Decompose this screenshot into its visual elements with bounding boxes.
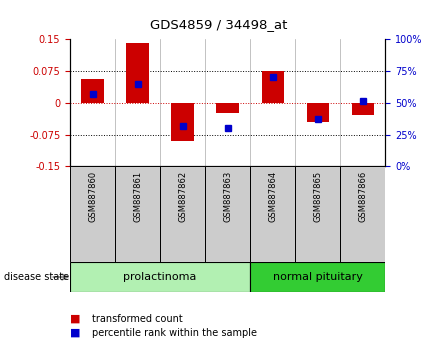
Bar bbox=[261, 71, 284, 103]
Text: GSM887865: GSM887865 bbox=[313, 171, 322, 222]
Text: normal pituitary: normal pituitary bbox=[273, 272, 363, 282]
Text: ■: ■ bbox=[70, 328, 81, 338]
Text: transformed count: transformed count bbox=[92, 314, 183, 324]
Bar bbox=[81, 79, 104, 103]
Bar bbox=[70, 166, 115, 262]
Bar bbox=[70, 262, 250, 292]
Bar bbox=[352, 103, 374, 115]
Bar bbox=[216, 103, 239, 113]
Bar bbox=[115, 166, 160, 262]
Bar bbox=[295, 166, 340, 262]
Text: GDS4859 / 34498_at: GDS4859 / 34498_at bbox=[150, 18, 288, 31]
Bar bbox=[205, 166, 250, 262]
Text: percentile rank within the sample: percentile rank within the sample bbox=[92, 328, 257, 338]
Bar bbox=[160, 166, 205, 262]
Text: GSM887864: GSM887864 bbox=[268, 171, 277, 222]
Text: GSM887862: GSM887862 bbox=[178, 171, 187, 222]
Bar bbox=[171, 103, 194, 141]
Bar bbox=[250, 166, 295, 262]
Text: disease state: disease state bbox=[4, 272, 70, 282]
Text: GSM887861: GSM887861 bbox=[133, 171, 142, 222]
Text: prolactinoma: prolactinoma bbox=[124, 272, 197, 282]
Text: GSM887860: GSM887860 bbox=[88, 171, 97, 222]
Text: GSM887863: GSM887863 bbox=[223, 171, 232, 222]
Bar bbox=[250, 262, 385, 292]
Text: GSM887866: GSM887866 bbox=[358, 171, 367, 222]
Bar bbox=[307, 103, 329, 122]
Bar bbox=[340, 166, 385, 262]
Text: ■: ■ bbox=[70, 314, 81, 324]
Bar bbox=[127, 43, 149, 103]
